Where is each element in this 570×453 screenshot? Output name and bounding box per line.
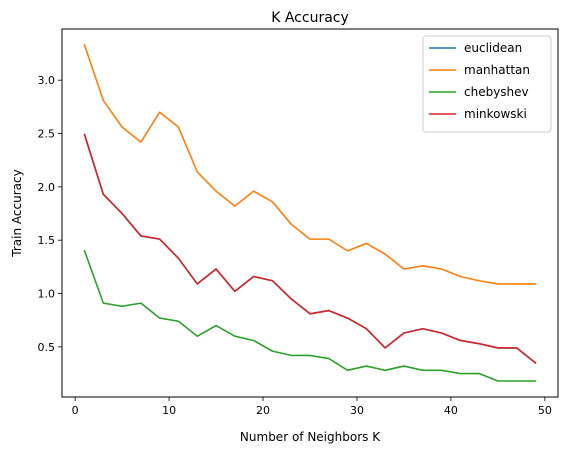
legend-label-manhattan: manhattan (464, 63, 530, 77)
x-tick-label: 20 (256, 404, 270, 417)
x-tick-label: 40 (444, 404, 458, 417)
chart-title: K Accuracy (271, 10, 349, 26)
series-line-minkowski (83, 133, 537, 364)
x-axis-label: Number of Neighbors K (240, 430, 381, 444)
y-tick-label: 2.5 (38, 128, 56, 141)
y-axis-label: Train Accuracy (10, 169, 24, 257)
series-line-chebyshev (83, 249, 537, 382)
y-tick-label: 2.0 (38, 181, 56, 194)
legend-label-minkowski: minkowski (464, 107, 527, 121)
plot-lines (83, 43, 537, 382)
y-axis: 0.5 1.0 1.5 2.0 2.5 3.0 (38, 74, 62, 354)
legend: euclidean manhattan chebyshev minkowski (422, 35, 552, 133)
x-tick-label: 0 (72, 404, 79, 417)
y-tick-label: 1.5 (38, 234, 56, 247)
plot-frame (61, 28, 559, 398)
series-line-manhattan (83, 43, 537, 285)
x-tick-label: 10 (162, 404, 176, 417)
x-axis: 0 10 20 30 40 50 (72, 397, 552, 417)
legend-label-euclidean: euclidean (464, 41, 522, 55)
y-tick-label: 3.0 (38, 74, 56, 87)
y-tick-label: 1.0 (38, 288, 56, 301)
legend-label-chebyshev: chebyshev (464, 85, 529, 99)
legend-box (422, 35, 552, 133)
x-tick-label: 30 (350, 404, 364, 417)
series-line-euclidean (83, 133, 537, 364)
y-tick-label: 0.5 (38, 341, 56, 354)
x-tick-label: 50 (538, 404, 552, 417)
